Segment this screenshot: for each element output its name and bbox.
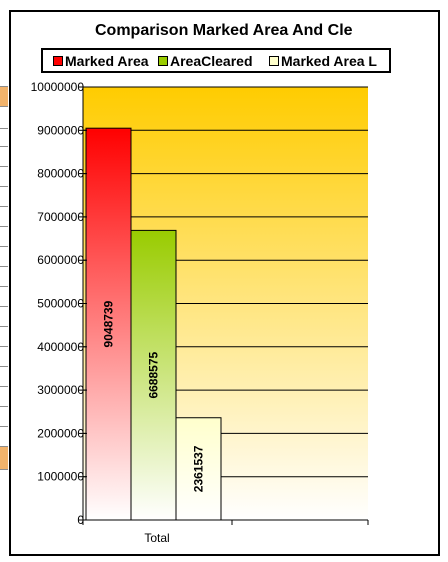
chart-legend[interactable]: Marked Area AreaCleared Marked Area L <box>41 48 391 73</box>
legend-label-area-cleared: AreaCleared <box>170 53 253 69</box>
y-tick-label: 1000000 <box>37 470 84 484</box>
y-tick-label: 7000000 <box>37 210 84 224</box>
x-tick-label: Total <box>144 531 169 545</box>
y-tick-label: 9000000 <box>37 123 84 137</box>
y-tick-label: 8000000 <box>37 167 84 181</box>
y-tick-label: 2000000 <box>37 426 84 440</box>
bar-area-cleared[interactable] <box>130 229 177 521</box>
legend-label-marked-area-l: Marked Area L <box>281 53 377 69</box>
data-label: 2361537 <box>192 445 206 492</box>
chart-title: Comparison Marked Area And Cle <box>95 22 353 39</box>
bar-marked-area[interactable] <box>85 127 132 521</box>
legend-swatch-marked-area-l <box>269 56 279 66</box>
y-tick-label: 3000000 <box>37 383 84 397</box>
data-label: 6688575 <box>147 352 161 399</box>
legend-label-marked-area: Marked Area <box>65 53 149 69</box>
worksheet-cell <box>0 446 8 470</box>
y-tick-label: 0 <box>77 513 84 527</box>
worksheet-row-strip <box>0 0 10 562</box>
y-tick-label: 6000000 <box>37 253 84 267</box>
legend-swatch-marked-area <box>53 56 63 66</box>
data-label: 9048739 <box>102 300 116 347</box>
bar-marked-area-l[interactable] <box>175 417 222 521</box>
y-tick-label: 4000000 <box>37 340 84 354</box>
legend-swatch-area-cleared <box>158 56 168 66</box>
y-tick-label: 10000000 <box>31 80 85 94</box>
y-tick-label: 5000000 <box>37 297 84 311</box>
